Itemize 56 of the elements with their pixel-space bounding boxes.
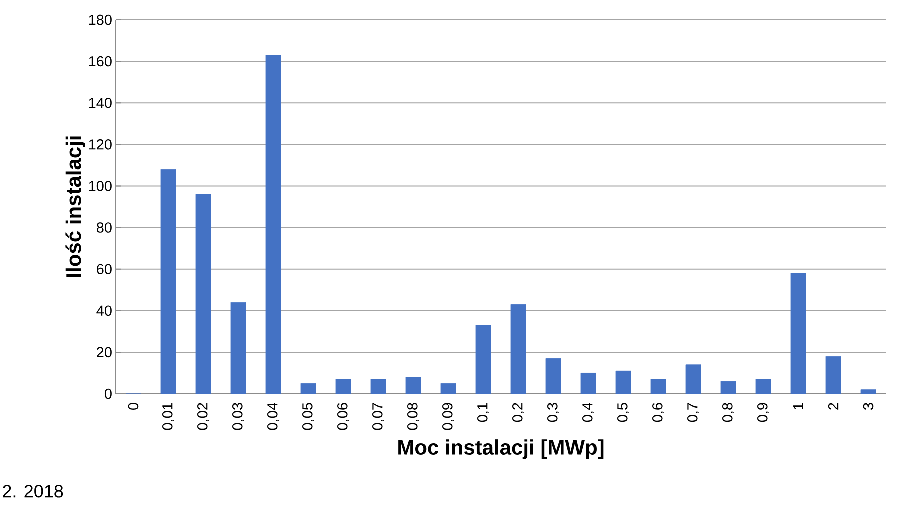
x-tick-label: 0,7: [688, 403, 700, 422]
x-tick-label: 0,03: [232, 403, 244, 430]
x-tick-label: 0,1: [478, 403, 490, 422]
x-tick-label: 0,09: [442, 403, 454, 430]
x-tick-label: 2: [828, 403, 839, 410]
x-axis-title: Moc instalacji [MWp]: [398, 440, 604, 460]
x-tick-label: 0,01: [162, 403, 174, 430]
x-tick-label: 0,04: [268, 402, 280, 430]
y-tick-label: 40: [96, 306, 112, 316]
bar: [370, 379, 386, 394]
x-tick-label: 0,05: [302, 403, 314, 430]
y-tick-label: 0: [104, 388, 112, 400]
x-tick-label: 1: [794, 403, 804, 410]
x-tick-label: 0,8: [722, 403, 734, 422]
y-tick-label: 140: [89, 98, 112, 108]
bar: [756, 379, 772, 394]
bar: [580, 373, 596, 394]
bar: [650, 379, 666, 394]
bar: [406, 377, 422, 394]
x-tick-label: 0,07: [372, 403, 384, 430]
x-tick-label: 0,2: [512, 403, 524, 422]
bar: [790, 273, 806, 394]
bar: [826, 356, 842, 394]
x-tick-label: 0,08: [408, 403, 420, 430]
y-tick-label: 80: [96, 222, 112, 233]
y-tick-label: 120: [89, 140, 112, 150]
y-tick-label: 100: [89, 181, 112, 192]
bar: [230, 302, 246, 394]
x-tick-label: 0,02: [198, 403, 210, 430]
bar: [266, 55, 282, 394]
y-tick-label: 160: [89, 56, 112, 67]
x-tick-label: 0,5: [618, 403, 630, 422]
bar: [686, 364, 702, 394]
bar: [510, 304, 526, 394]
text: 2. 2018: [3, 485, 64, 498]
bar: [616, 370, 632, 394]
bar: [300, 383, 316, 394]
y-tick-label: 60: [97, 264, 112, 274]
x-tick-label: 0,9: [758, 403, 770, 422]
bar: [160, 169, 176, 394]
bar: [196, 194, 212, 394]
bar: [476, 325, 492, 394]
x-tick-label: 3: [863, 403, 874, 410]
bar: [720, 381, 736, 394]
bar: [546, 358, 562, 394]
y-tick-label: 180: [89, 14, 112, 26]
x-tick-label: 0,4: [582, 402, 594, 422]
bar: [440, 383, 456, 394]
y-axis-title: Ilość instalacji: [66, 136, 86, 278]
x-tick-label: 0: [128, 403, 139, 410]
bar: [860, 390, 876, 394]
x-tick-label: 0,6: [652, 403, 664, 422]
y-tick-label: 20: [97, 347, 112, 358]
x-tick-label: 0,06: [338, 403, 350, 430]
x-tick-label: 0,3: [548, 403, 560, 422]
bar: [336, 379, 352, 394]
